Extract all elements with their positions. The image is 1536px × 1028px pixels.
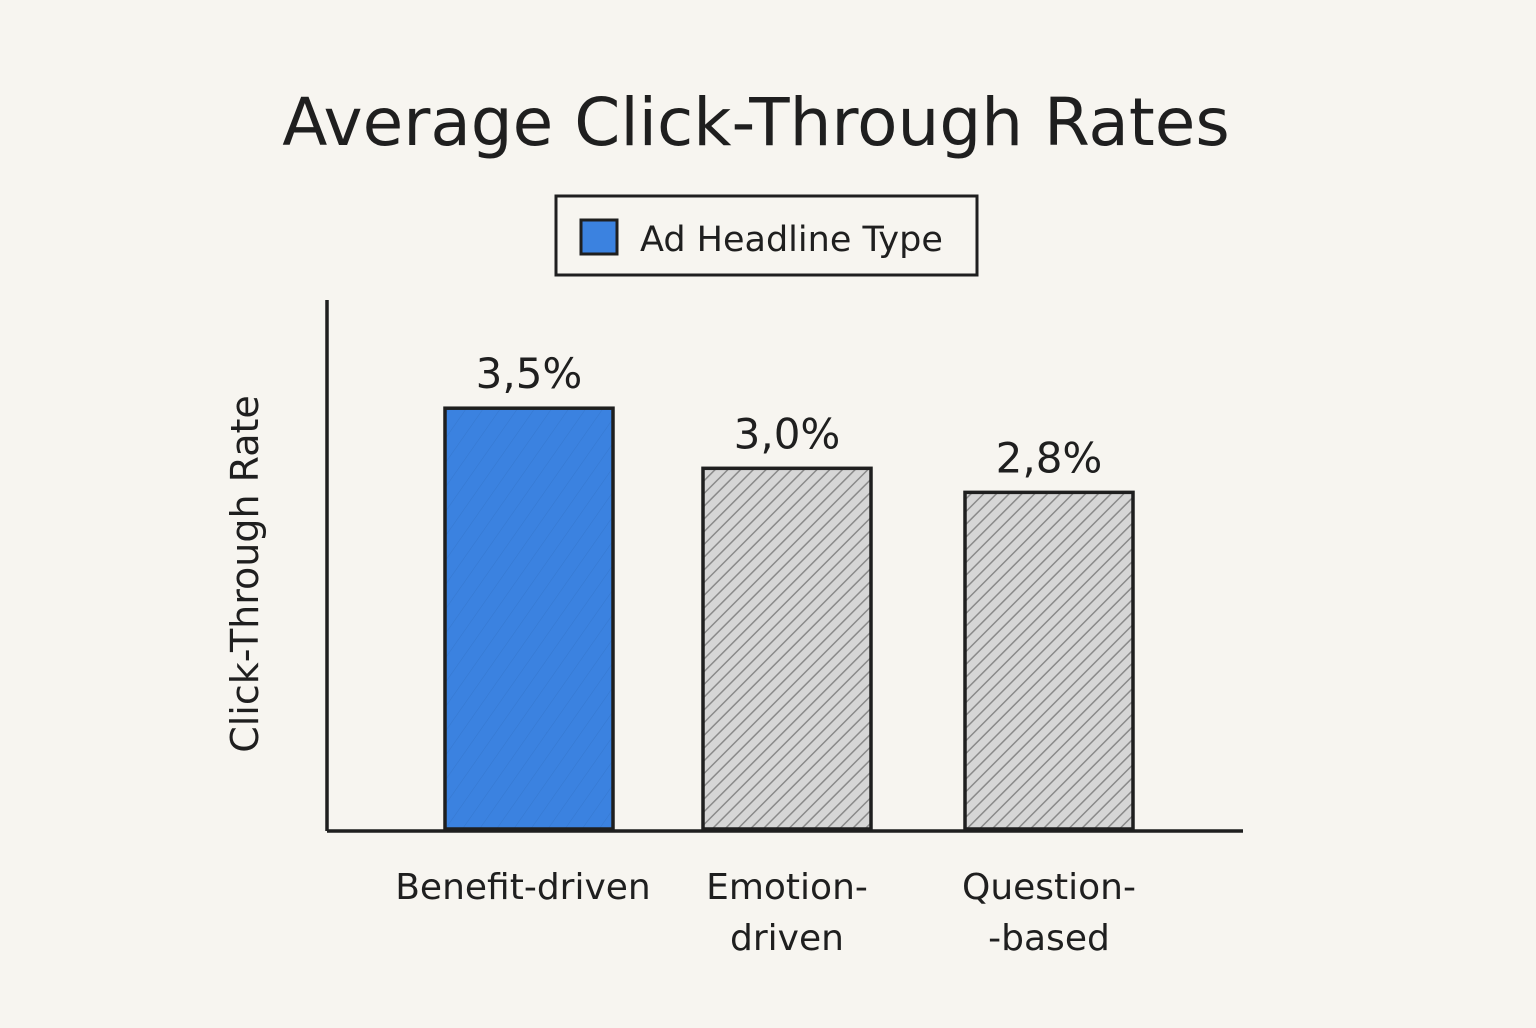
y-axis-label: Click-Through Rate [223, 395, 267, 753]
legend: Ad Headline Type [554, 194, 979, 277]
bars-layer: 3,5% Benefit-driven 3,0% Emotion-driven 2,8%… [395, 349, 1136, 959]
category-label-2-line-1: -based [988, 918, 1110, 959]
legend-label: Ad Headline Type [640, 220, 943, 260]
value-label-1: 3,0% [734, 409, 841, 458]
category-label-0: Benefit-driven [395, 867, 651, 908]
value-label-0: 3,5% [476, 349, 583, 398]
legend-box [554, 194, 979, 277]
category-label-1-line-1: driven [730, 918, 844, 959]
chart-title: Average Click-Through Rates [282, 84, 1230, 161]
bar-1 [701, 466, 873, 831]
legend-swatch [579, 218, 619, 256]
category-label-2-line-0: Question- [962, 867, 1136, 908]
bar-2 [963, 490, 1135, 831]
value-label-2: 2,8% [996, 433, 1103, 482]
bar-0 [443, 406, 615, 831]
category-label-1-line-0: Emotion- [706, 867, 868, 908]
